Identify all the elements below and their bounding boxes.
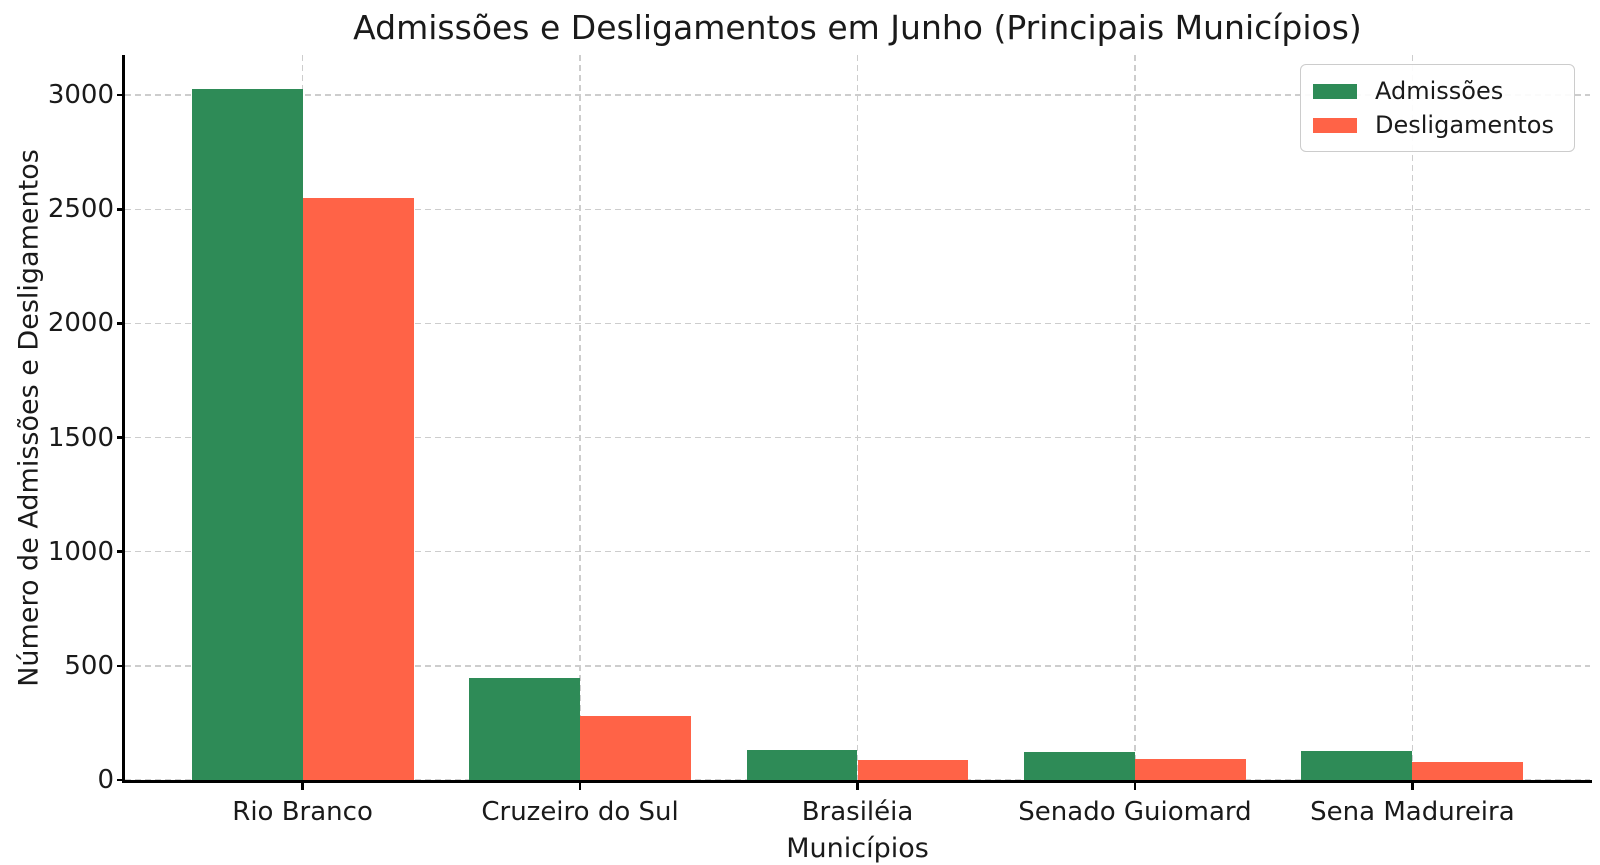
x-tick-cruzeiro-do-sul: [578, 783, 582, 790]
bar-desligamentos-senado-guiomard: [1134, 759, 1246, 780]
x-tick-label-sena-madureira: Sena Madureira: [1310, 797, 1515, 827]
bar-admissoes-sena-madureira: [1301, 751, 1413, 780]
chart-title: Admissões e Desligamentos em Junho (Prin…: [353, 8, 1362, 47]
plot-area: Admissões Desligamentos: [122, 55, 1592, 783]
y-tick-3000: [117, 93, 125, 97]
y-tick-0: [117, 778, 125, 782]
x-tick-sena-madureira: [1411, 783, 1414, 790]
y-tick-500: [117, 664, 125, 668]
x-axis-spine: [122, 780, 1592, 783]
x-tick-rio-branco: [301, 783, 304, 790]
bar-desligamentos-brasileia: [857, 759, 969, 780]
y-tick-label-2500: 2500: [47, 194, 114, 225]
legend-swatch-desligamentos: [1313, 117, 1358, 133]
bar-admissoes-rio-branco: [191, 89, 303, 780]
y-tick-2000: [117, 322, 125, 325]
x-gridline-sena-madureira: [1411, 55, 1414, 780]
bar-desligamentos-rio-branco: [302, 197, 414, 780]
y-tick-label-3000: 3000: [47, 80, 114, 111]
y-tick-label-0: 0: [97, 765, 114, 795]
y-tick-1000: [117, 550, 125, 553]
y-tick-label-2000: 2000: [47, 308, 114, 339]
legend-label-desligamentos: Desligamentos: [1375, 111, 1554, 139]
y-tick-1500: [117, 436, 125, 439]
y-tick-label-1500: 1500: [47, 422, 114, 453]
bar-desligamentos-cruzeiro-do-sul: [580, 716, 692, 780]
bar-admissoes-senado-guiomard: [1023, 751, 1135, 780]
x-tick-brasileia: [856, 783, 859, 790]
bar-desligamentos-sena-madureira: [1412, 761, 1524, 780]
x-tick-label-rio-branco: Rio Branco: [232, 797, 373, 827]
y-tick-2500: [117, 208, 125, 211]
bar-admissoes-cruzeiro-do-sul: [469, 678, 581, 780]
x-tick-senado-guiomard: [1133, 783, 1137, 790]
x-gridline-senado-guiomard: [1134, 55, 1136, 780]
bar-admissoes-brasileia: [746, 750, 858, 780]
x-tick-label-brasileia: Brasiléia: [801, 797, 914, 827]
legend-item-admissoes: Admissões: [1313, 74, 1554, 108]
legend: Admissões Desligamentos: [1300, 64, 1575, 152]
x-gridline-cruzeiro-do-sul: [579, 55, 581, 780]
legend-item-desligamentos: Desligamentos: [1313, 108, 1554, 142]
x-tick-label-cruzeiro-do-sul: Cruzeiro do Sul: [481, 797, 679, 827]
legend-label-admissoes: Admissões: [1375, 77, 1504, 105]
y-tick-label-1000: 1000: [47, 536, 114, 567]
x-tick-label-senado-guiomard: Senado Guiomard: [1018, 797, 1252, 827]
y-axis-spine: [122, 55, 125, 783]
legend-swatch-admissoes: [1313, 83, 1358, 99]
y-tick-label-500: 500: [64, 650, 114, 681]
x-gridline-brasileia: [856, 55, 859, 780]
x-axis-label: Municípios: [786, 833, 929, 864]
